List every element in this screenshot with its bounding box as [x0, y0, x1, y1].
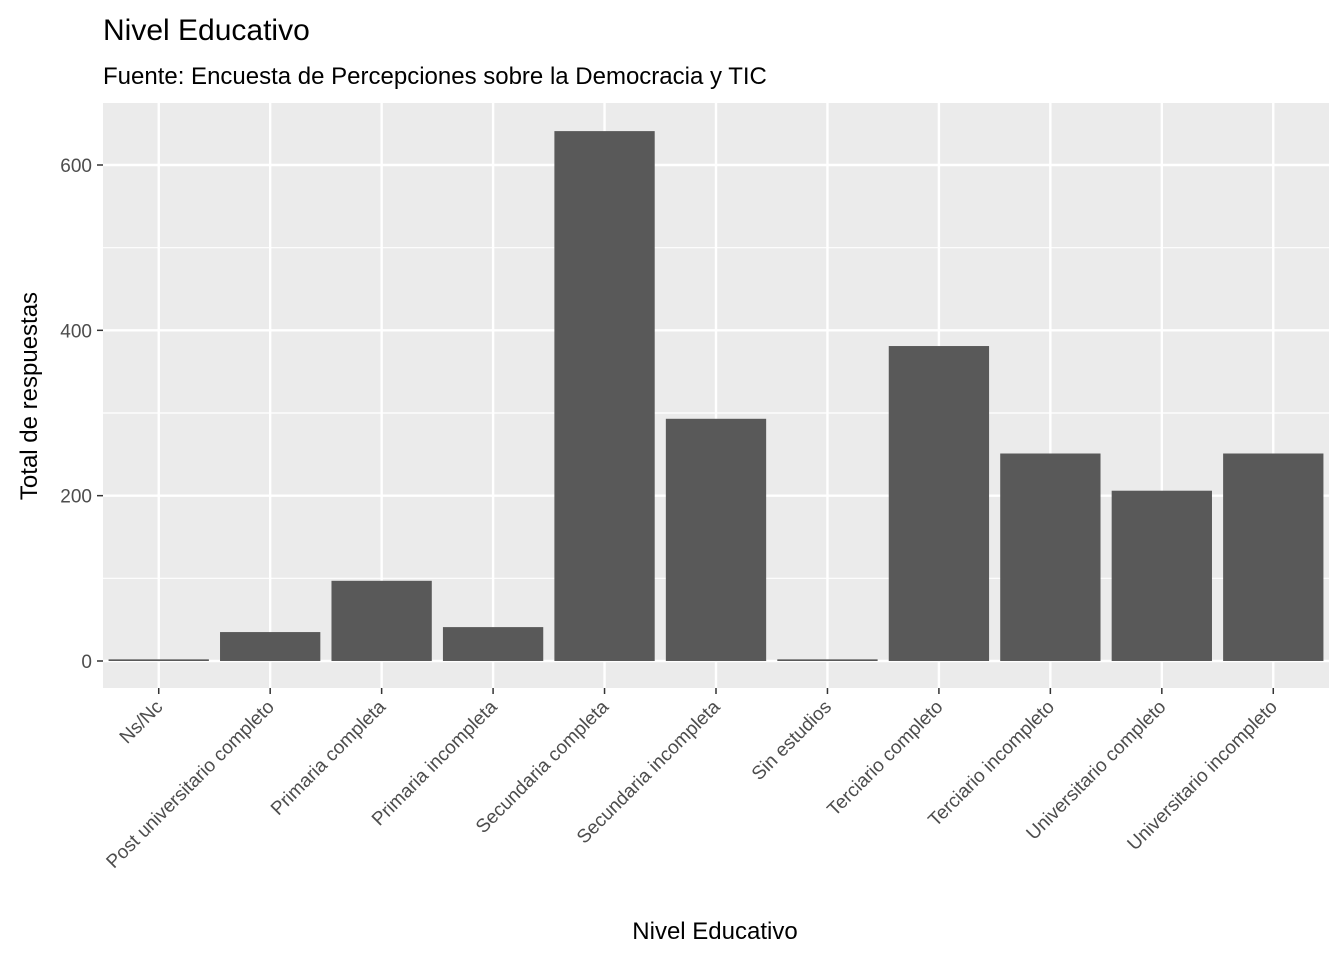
bar: [1000, 453, 1101, 661]
bar: [1223, 453, 1324, 661]
bar: [220, 632, 321, 661]
y-tick-label: 200: [60, 487, 92, 508]
x-axis-title: Nivel Educativo: [632, 918, 797, 945]
bar: [888, 346, 990, 661]
y-axis-title: Total de respuestas: [16, 292, 43, 500]
x-tick-label: Ns/Nc: [116, 697, 167, 748]
chart-subtitle: Fuente: Encuesta de Percepciones sobre l…: [103, 63, 767, 90]
x-tick-label: Primaria completa: [267, 696, 390, 819]
x-tick-label: Sin estudios: [748, 697, 836, 785]
bar: [331, 580, 432, 661]
bar: [665, 418, 767, 661]
chart-title: Nivel Educativo: [103, 14, 310, 47]
bar: [108, 659, 209, 661]
bar: [1111, 490, 1212, 661]
x-tick-label: Terciario incompleto: [925, 697, 1059, 831]
bar: [777, 659, 878, 661]
bars: [108, 131, 1324, 661]
y-tick-label: 600: [60, 156, 92, 177]
y-tick-label: 400: [60, 321, 92, 342]
bar: [442, 627, 544, 661]
bar: [554, 131, 655, 661]
y-axis: 0 200 400 600: [60, 156, 103, 673]
x-tick-label: Terciario completo: [824, 697, 948, 821]
x-tick-label: Primaria incompleta: [368, 696, 502, 830]
y-tick-label: 0: [81, 652, 92, 673]
